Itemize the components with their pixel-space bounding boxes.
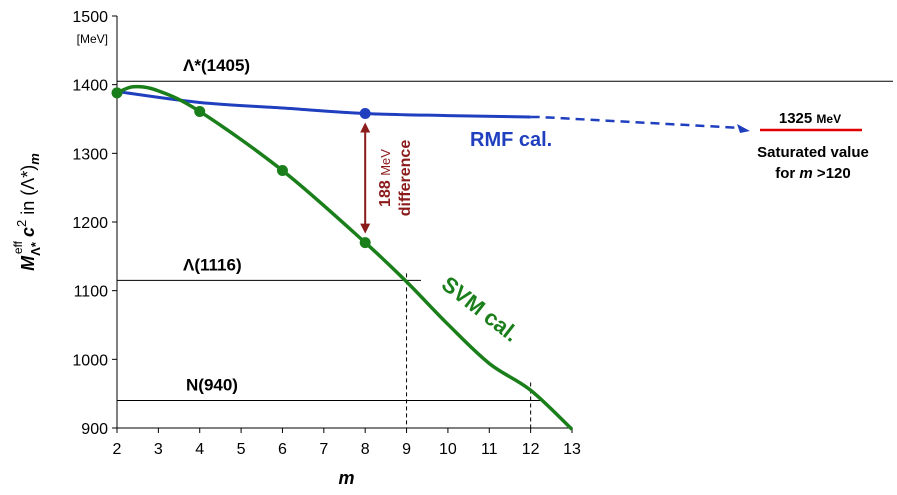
svm-point [194,105,206,117]
svm-point [111,87,123,99]
difference-arrowhead-top [360,122,371,133]
x-tick-label: 8 [361,441,370,458]
x-tick-label: 13 [563,441,581,458]
reference-label: Λ*(1405) [183,56,250,75]
rmf-label: RMF cal. [470,129,552,151]
y-tick-label: 1100 [74,284,109,301]
x-tick-label: 5 [237,441,246,458]
x-axis-label: m [338,468,354,488]
saturated-caption-line1: Saturated value [757,144,869,161]
y-tick-label: 1400 [72,78,108,95]
y-axis-label: MΛ*effc2 in (Λ*)m [11,153,43,271]
x-tick-label: 3 [154,441,163,458]
svm-point [276,165,288,176]
reference-label: N(940) [186,376,238,395]
difference-word-label: difference [397,140,414,217]
y-tick-label: 1300 [72,146,108,163]
y-tick-label: 1500 [72,9,108,26]
svm-label: SVM cal. [437,271,524,346]
rmf-curve [116,90,531,119]
rmf-point [359,108,371,120]
y-unit-label: [MeV] [77,32,108,46]
x-tick-label: 6 [278,441,287,458]
y-tick-label: 1000 [72,352,108,369]
x-tick-label: 11 [481,441,498,458]
svm-curve [116,84,574,431]
saturated-caption-line2: for m >120 [775,165,850,182]
reference-label: Λ(1116) [183,255,242,274]
annotations: 188 MeV difference 1325 MeV Saturated value… [360,110,869,234]
difference-value-label: 188 MeV [377,149,394,207]
x-tick-label: 4 [195,441,204,458]
difference-arrowhead-bottom [360,223,371,234]
x-tick-label: 9 [402,441,411,458]
saturated-value-label: 1325 MeV [779,110,841,127]
x-tick-label: 7 [319,441,328,458]
axes: 2 3 4 5 6 7 8 9 10 11 12 13 900 1000 1100 1200 1300 1400 1… [11,9,581,488]
x-tick-label: 10 [439,441,457,458]
rmf-extension-dashed [530,115,743,130]
svm-point [359,237,371,249]
y-tick-label: 900 [81,421,108,438]
y-tick-label: 1200 [72,215,108,232]
rmf-extension-arrowhead [737,124,750,133]
reference-lines: Λ*(1405) Λ(1116) N(940) [117,56,893,428]
x-tick-label: 12 [522,441,540,458]
x-tick-label: 2 [113,441,122,458]
